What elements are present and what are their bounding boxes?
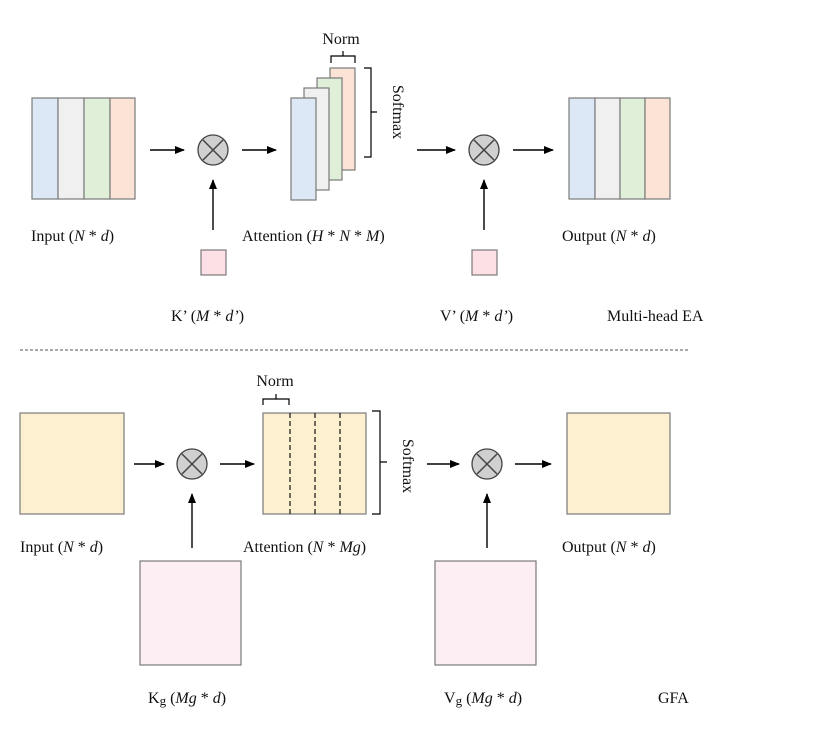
top-input-matrix: [31, 97, 136, 200]
circle-times-icon: [197, 134, 229, 166]
bottom-output-matrix: [566, 412, 671, 515]
top-section-title: Multi-head EA: [607, 308, 704, 325]
top-output-col-gray: [594, 97, 621, 200]
top-norm-label: Norm: [322, 31, 360, 48]
top-softmax-bracket: [364, 67, 377, 158]
bottom-output-label: Output (N * d): [562, 539, 656, 556]
top-output-col-blue: [568, 97, 596, 200]
bottom-attention-matrix: [262, 412, 367, 515]
top-k-label: K’ (M * d’): [171, 308, 244, 325]
top-input-col-blue: [31, 97, 59, 200]
circle-times-icon: [471, 448, 503, 480]
bottom-section-title: GFA: [658, 690, 689, 707]
top-input-col-gray: [57, 97, 85, 200]
top-output-label: Output (N * d): [562, 228, 656, 245]
circle-times-icon: [176, 448, 208, 480]
top-input-col-green: [83, 97, 111, 200]
bottom-norm-label: Norm: [256, 373, 294, 390]
bottom-input-label: Input (N * d): [20, 539, 103, 556]
top-softmax-label: Softmax: [389, 85, 406, 139]
bottom-input-matrix: [19, 412, 125, 515]
bottom-softmax-label: Softmax: [399, 439, 416, 493]
top-attention-stack: [290, 67, 356, 201]
bottom-attention-label: Attention (N * Mg): [243, 539, 366, 556]
top-input-label: Input (N * d): [31, 228, 114, 245]
attention-slice-blue: [290, 97, 317, 201]
top-input-col-peach: [109, 97, 136, 200]
bottom-softmax-bracket: [372, 410, 387, 515]
top-output-matrix: [568, 97, 671, 200]
top-attention-label: Attention (H * N * M): [242, 228, 385, 245]
bottom-k-matrix: [139, 560, 242, 666]
top-v-matrix: [471, 249, 498, 276]
top-k-matrix: [200, 249, 227, 276]
bottom-norm-bracket: [262, 394, 290, 405]
top-output-col-peach: [644, 97, 671, 200]
top-norm-bracket: [330, 51, 356, 63]
top-section: Norm Softmax Input (N * d) Attention (H …: [31, 31, 704, 325]
bottom-section: Norm Softmax Input (N * d) Attention (N …: [19, 373, 689, 708]
top-output-col-green: [619, 97, 646, 200]
bottom-v-label: Vg (Mg * d): [444, 690, 522, 708]
bottom-k-label: Kg (Mg * d): [148, 690, 226, 708]
top-v-label: V’ (M * d’): [440, 308, 513, 325]
circle-times-icon: [468, 134, 500, 166]
bottom-v-matrix: [434, 560, 537, 666]
